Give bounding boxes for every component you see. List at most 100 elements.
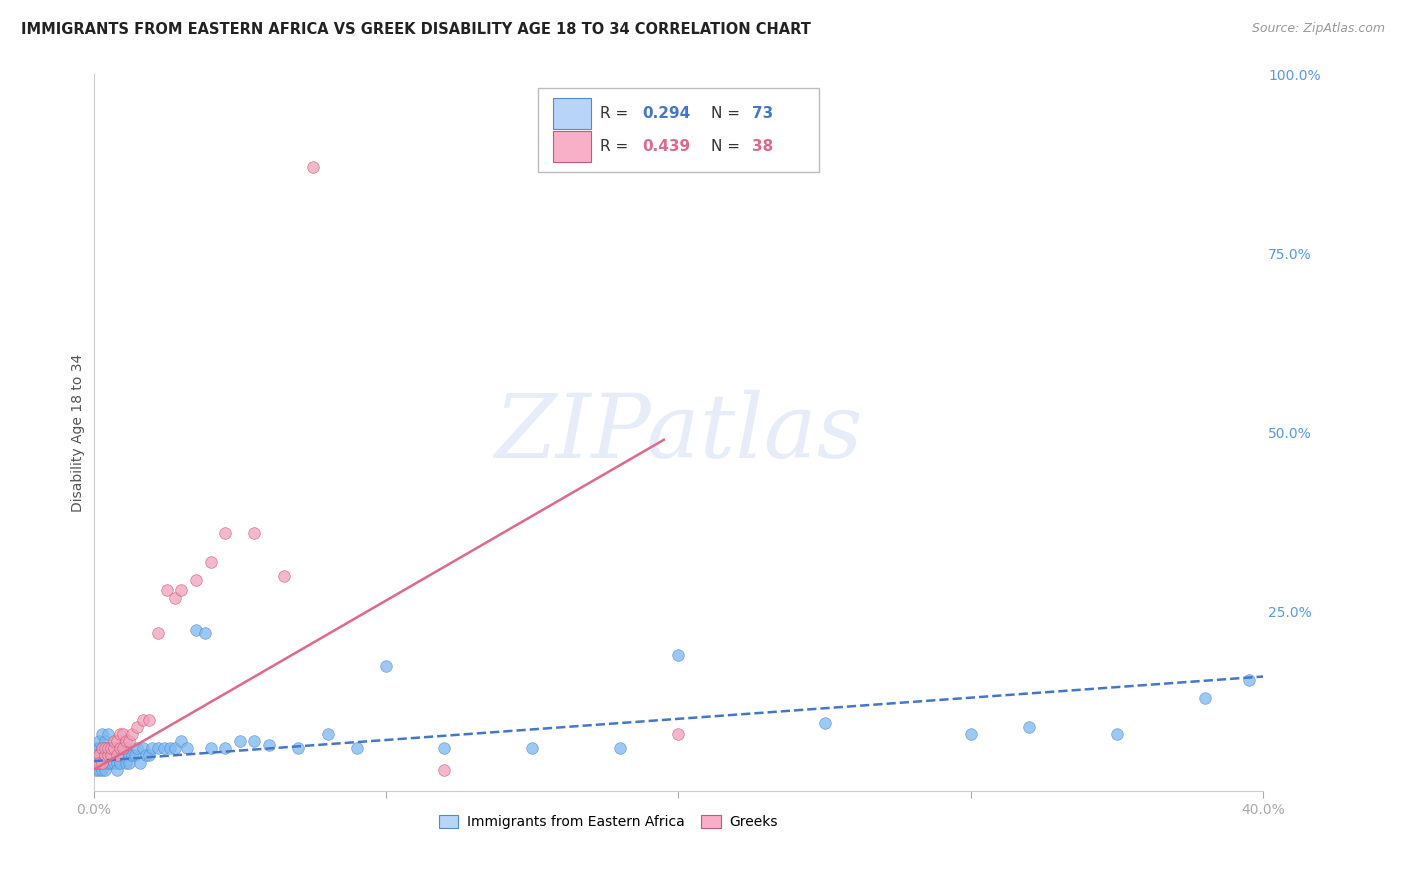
Point [97, 748, 120, 763]
Point [118, 756, 141, 770]
Point [273, 569, 295, 583]
Point [156, 583, 179, 598]
Point [108, 741, 131, 756]
Point [121, 748, 143, 763]
Point [105, 763, 128, 777]
Point [105, 741, 128, 756]
Point [375, 658, 398, 673]
Point [132, 741, 155, 756]
Point [111, 741, 134, 756]
Point [86, 741, 108, 756]
Point [86, 756, 108, 770]
Point [100, 756, 122, 770]
Point [433, 741, 456, 756]
Point [103, 741, 125, 756]
Y-axis label: Disability Age 18 to 34: Disability Age 18 to 34 [72, 353, 86, 512]
Point [138, 713, 160, 727]
Point [184, 573, 207, 587]
Point [127, 720, 149, 734]
Point [114, 741, 136, 756]
Point [91, 741, 114, 756]
Point [103, 756, 125, 770]
Point [287, 741, 309, 756]
Text: 38: 38 [752, 139, 773, 154]
Point [97, 741, 120, 756]
Point [129, 756, 152, 770]
Point [103, 741, 125, 756]
Point [89, 756, 111, 770]
Point [94, 748, 117, 763]
Point [114, 756, 136, 770]
Point [214, 741, 236, 756]
Point [108, 756, 131, 770]
Text: N =: N = [711, 139, 745, 154]
Point [146, 626, 169, 640]
Point [89, 756, 111, 770]
Point [1105, 727, 1128, 741]
Point [302, 161, 325, 175]
Text: 73: 73 [752, 106, 773, 121]
Point [100, 748, 122, 763]
Point [111, 727, 134, 741]
Point [94, 756, 117, 770]
Point [100, 741, 122, 756]
Point [165, 741, 187, 756]
Text: ZIPatlas: ZIPatlas [494, 389, 863, 476]
Point [243, 734, 266, 748]
Point [138, 748, 160, 763]
Point [194, 626, 217, 640]
Point [813, 716, 835, 731]
Text: R =: R = [600, 106, 633, 121]
Point [89, 763, 111, 777]
Point [118, 734, 141, 748]
Text: 0.439: 0.439 [643, 139, 690, 154]
Point [959, 727, 981, 741]
Point [86, 756, 108, 770]
Point [94, 734, 117, 748]
Point [111, 748, 134, 763]
Point [91, 741, 114, 756]
Text: 0.294: 0.294 [643, 106, 690, 121]
FancyBboxPatch shape [553, 131, 591, 161]
Point [89, 748, 111, 763]
Point [200, 555, 222, 569]
Point [127, 741, 149, 756]
Point [243, 526, 266, 541]
Point [94, 741, 117, 756]
Point [135, 748, 157, 763]
Point [97, 741, 120, 756]
Point [94, 763, 117, 777]
FancyBboxPatch shape [553, 98, 591, 128]
Point [1194, 691, 1216, 706]
Point [146, 741, 169, 756]
Point [108, 727, 131, 741]
Point [170, 583, 193, 598]
Point [121, 727, 143, 741]
Point [170, 734, 193, 748]
Point [666, 727, 689, 741]
Point [103, 748, 125, 763]
Point [152, 741, 174, 756]
Point [1018, 720, 1040, 734]
Point [111, 741, 134, 756]
Point [118, 748, 141, 763]
Point [94, 741, 117, 756]
Point [97, 748, 120, 763]
Text: Source: ZipAtlas.com: Source: ZipAtlas.com [1251, 22, 1385, 36]
Point [229, 734, 252, 748]
Point [91, 756, 114, 770]
Point [141, 741, 163, 756]
Point [522, 741, 544, 756]
Text: R =: R = [600, 139, 633, 154]
Point [433, 763, 456, 777]
Point [666, 648, 689, 662]
Point [114, 734, 136, 748]
Point [97, 727, 120, 741]
Point [176, 741, 198, 756]
Point [91, 727, 114, 741]
Point [165, 591, 187, 605]
Point [105, 734, 128, 748]
Point [1237, 673, 1260, 687]
Point [103, 734, 125, 748]
Legend: Immigrants from Eastern Africa, Greeks: Immigrants from Eastern Africa, Greeks [433, 809, 783, 835]
